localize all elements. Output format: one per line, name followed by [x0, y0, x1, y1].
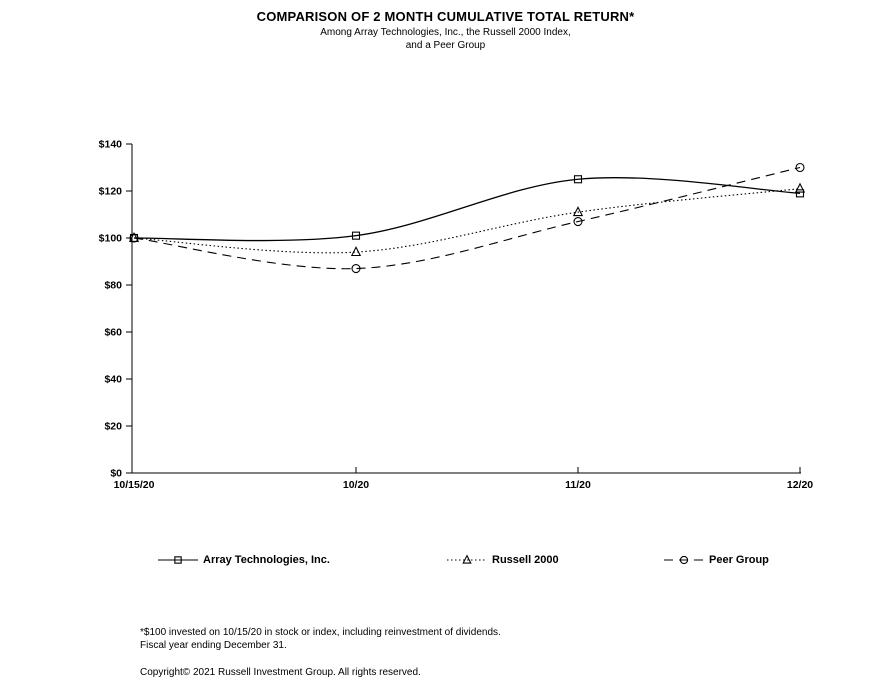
legend-item-array-technologies: Array Technologies, Inc.: [158, 552, 330, 568]
chart-title: COMPARISON OF 2 MONTH CUMULATIVE TOTAL R…: [256, 9, 635, 24]
square-marker-icon: [351, 231, 361, 240]
circle-marker-icon: [351, 263, 361, 274]
legend-label-array-technologies: Array Technologies, Inc.: [203, 554, 330, 566]
y-tick-label: $120: [99, 186, 123, 198]
footnote-block: *$100 invested on 10/15/20 in stock or i…: [140, 626, 501, 652]
footnote-line2: Fiscal year ending December 31.: [140, 640, 287, 651]
series-line-0: [133, 177, 801, 242]
y-tick-label: $0: [110, 468, 122, 480]
legend-sample-circle-dashed-icon: [664, 554, 704, 566]
circle-marker-icon: [679, 555, 689, 565]
legend-item-russell-2000: Russell 2000: [447, 552, 559, 568]
legend-sample-triangle-dotted-icon: [447, 554, 487, 566]
chart-subtitle-line1: Among Array Technologies, Inc., the Russ…: [320, 27, 571, 38]
line-chart-canvas: $0 $20 $40 $60 $80 $100 $120 $140 10/15/20 10/20 1…: [99, 139, 814, 492]
copyright-line: Copyright© 2021 Russell Investment Group…: [140, 667, 421, 678]
y-tick-label: $40: [104, 374, 122, 386]
triangle-marker-icon: [794, 182, 806, 193]
y-tick-label: $140: [99, 139, 123, 151]
circle-marker-icon: [129, 233, 139, 243]
square-marker-icon: [174, 556, 182, 564]
circle-marker-icon: [573, 217, 583, 227]
circle-marker-icon: [795, 162, 805, 173]
square-marker-icon: [795, 189, 805, 198]
y-tick-label: $60: [104, 327, 122, 339]
x-tick-label: 10/15/20: [114, 479, 155, 491]
chart-subtitle-line2: and a Peer Group: [405, 40, 486, 51]
x-tick-label: 12/20: [787, 479, 813, 491]
x-tick-label: 11/20: [565, 479, 591, 491]
series-line-2: [133, 166, 801, 270]
legend-sample-square-solid-icon: [158, 554, 198, 566]
footnote-line1: *$100 invested on 10/15/20 in stock or i…: [140, 627, 501, 638]
square-marker-icon: [573, 175, 583, 184]
triangle-marker-icon: [128, 231, 140, 242]
legend-item-peer-group: Peer Group: [664, 552, 769, 568]
series-line-1: [133, 188, 801, 254]
x-tick-label: 10/20: [343, 479, 369, 491]
y-tick-label: $20: [104, 421, 122, 433]
y-tick-label: $80: [104, 280, 122, 292]
legend-label-russell-2000: Russell 2000: [492, 554, 559, 566]
triangle-marker-icon: [572, 206, 584, 217]
triangle-marker-icon: [462, 554, 472, 564]
triangle-marker-icon: [350, 246, 362, 257]
y-tick-label: $100: [99, 233, 123, 245]
legend-label-peer-group: Peer Group: [709, 554, 769, 566]
